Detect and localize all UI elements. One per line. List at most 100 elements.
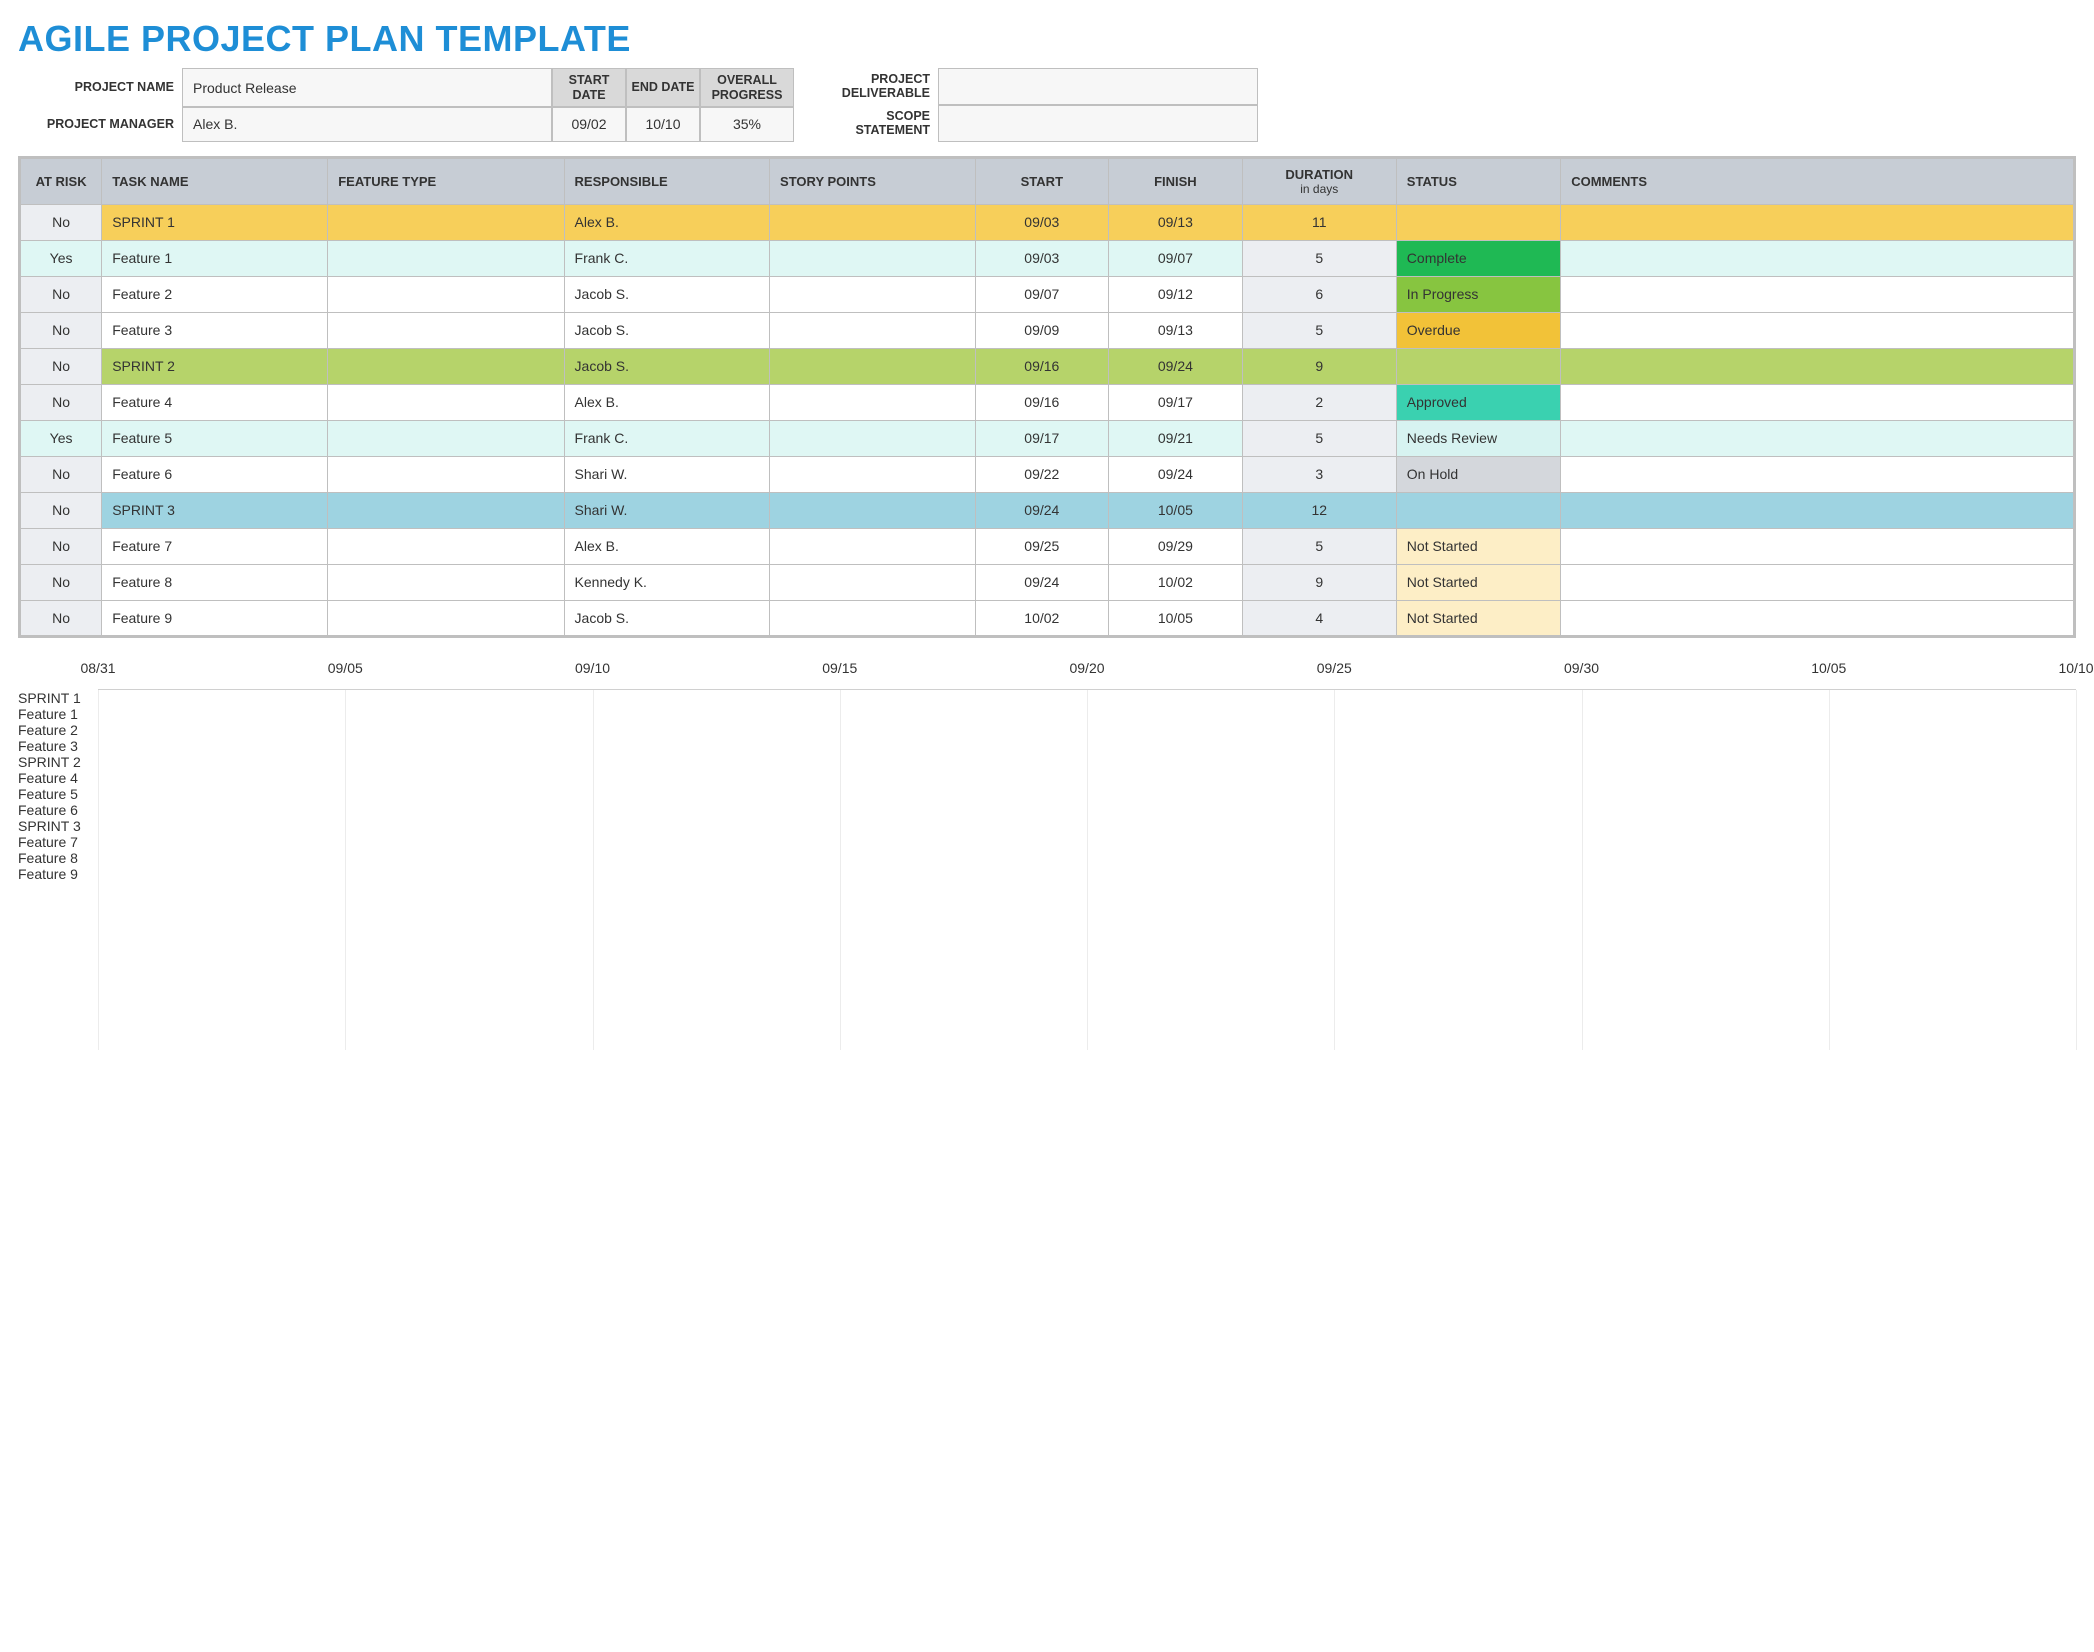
cell-story-points[interactable] — [770, 528, 976, 564]
cell-task-name[interactable]: Feature 7 — [102, 528, 328, 564]
cell-story-points[interactable] — [770, 204, 976, 240]
cell-duration[interactable]: 6 — [1242, 276, 1396, 312]
cell-finish[interactable]: 09/12 — [1109, 276, 1243, 312]
cell-feature-type[interactable] — [328, 240, 564, 276]
cell-story-points[interactable] — [770, 420, 976, 456]
cell-start[interactable]: 10/02 — [975, 600, 1109, 636]
cell-task-name[interactable]: SPRINT 2 — [102, 348, 328, 384]
cell-story-points[interactable] — [770, 564, 976, 600]
cell-status[interactable] — [1396, 492, 1560, 528]
cell-finish[interactable]: 10/02 — [1109, 564, 1243, 600]
cell-feature-type[interactable] — [328, 384, 564, 420]
cell-task-name[interactable]: Feature 4 — [102, 384, 328, 420]
cell-task-name[interactable]: Feature 2 — [102, 276, 328, 312]
task-row[interactable]: NoFeature 7Alex B.09/2509/295Not Started — [20, 528, 2075, 564]
cell-responsible[interactable]: Frank C. — [564, 240, 770, 276]
cell-comments[interactable] — [1561, 528, 2075, 564]
cell-finish[interactable]: 09/29 — [1109, 528, 1243, 564]
value-start-date[interactable]: 09/02 — [552, 107, 626, 141]
cell-at-risk[interactable]: No — [20, 564, 102, 600]
cell-start[interactable]: 09/17 — [975, 420, 1109, 456]
cell-task-name[interactable]: Feature 5 — [102, 420, 328, 456]
cell-comments[interactable] — [1561, 456, 2075, 492]
task-row[interactable]: NoFeature 3Jacob S.09/0909/135Overdue — [20, 312, 2075, 348]
cell-comments[interactable] — [1561, 420, 2075, 456]
cell-finish[interactable]: 10/05 — [1109, 492, 1243, 528]
cell-duration[interactable]: 2 — [1242, 384, 1396, 420]
cell-status[interactable] — [1396, 204, 1560, 240]
cell-feature-type[interactable] — [328, 204, 564, 240]
cell-duration[interactable]: 5 — [1242, 420, 1396, 456]
cell-status[interactable] — [1396, 348, 1560, 384]
task-row[interactable]: NoFeature 8 Kennedy K. 09/2410/029Not Star… — [20, 564, 2075, 600]
cell-comments[interactable] — [1561, 348, 2075, 384]
task-row[interactable]: NoFeature 2Jacob S.09/0709/126In Progres… — [20, 276, 2075, 312]
value-project-deliverable[interactable] — [938, 68, 1258, 105]
cell-duration[interactable]: 5 — [1242, 240, 1396, 276]
cell-responsible[interactable]: Jacob S. — [564, 276, 770, 312]
cell-duration[interactable]: 4 — [1242, 600, 1396, 636]
cell-duration[interactable]: 9 — [1242, 564, 1396, 600]
cell-feature-type[interactable] — [328, 600, 564, 636]
cell-comments[interactable] — [1561, 492, 2075, 528]
task-row[interactable]: YesFeature 5Frank C.09/1709/215Needs Rev… — [20, 420, 2075, 456]
cell-finish[interactable]: 09/17 — [1109, 384, 1243, 420]
cell-at-risk[interactable]: No — [20, 456, 102, 492]
cell-at-risk[interactable]: No — [20, 276, 102, 312]
cell-responsible[interactable]: Jacob S. — [564, 348, 770, 384]
sprint-row[interactable]: NoSPRINT 2Jacob S.09/1609/249 — [20, 348, 2075, 384]
cell-duration[interactable]: 5 — [1242, 528, 1396, 564]
cell-status[interactable]: Overdue — [1396, 312, 1560, 348]
cell-start[interactable]: 09/03 — [975, 204, 1109, 240]
cell-start[interactable]: 09/09 — [975, 312, 1109, 348]
task-row[interactable]: NoFeature 4 Alex B. 09/1609/172Approved — [20, 384, 2075, 420]
task-row[interactable]: NoFeature 6Shari W.09/2209/243On Hold — [20, 456, 2075, 492]
cell-task-name[interactable]: Feature 6 — [102, 456, 328, 492]
cell-responsible[interactable]: Kennedy K. — [564, 564, 770, 600]
cell-finish[interactable]: 09/13 — [1109, 204, 1243, 240]
cell-status[interactable]: Not Started — [1396, 564, 1560, 600]
cell-at-risk[interactable]: Yes — [20, 420, 102, 456]
cell-responsible[interactable]: Alex B. — [564, 384, 770, 420]
cell-at-risk[interactable]: No — [20, 384, 102, 420]
cell-responsible[interactable]: Shari W. — [564, 492, 770, 528]
cell-responsible[interactable]: Shari W. — [564, 456, 770, 492]
cell-start[interactable]: 09/16 — [975, 384, 1109, 420]
cell-task-name[interactable]: Feature 8 — [102, 564, 328, 600]
value-project-manager[interactable]: Alex B. — [182, 107, 552, 141]
cell-finish[interactable]: 09/07 — [1109, 240, 1243, 276]
cell-responsible[interactable]: Alex B. — [564, 204, 770, 240]
task-row[interactable]: NoFeature 9Jacob S.10/0210/054Not Starte… — [20, 600, 2075, 636]
cell-story-points[interactable] — [770, 384, 976, 420]
cell-start[interactable]: 09/22 — [975, 456, 1109, 492]
cell-at-risk[interactable]: No — [20, 600, 102, 636]
cell-feature-type[interactable] — [328, 564, 564, 600]
cell-start[interactable]: 09/24 — [975, 564, 1109, 600]
value-end-date[interactable]: 10/10 — [626, 107, 700, 141]
cell-at-risk[interactable]: Yes — [20, 240, 102, 276]
cell-task-name[interactable]: Feature 1 — [102, 240, 328, 276]
cell-start[interactable]: 09/16 — [975, 348, 1109, 384]
cell-task-name[interactable]: SPRINT 1 — [102, 204, 328, 240]
cell-status[interactable]: Not Started — [1396, 600, 1560, 636]
cell-at-risk[interactable]: No — [20, 312, 102, 348]
value-project-name[interactable]: Product Release — [182, 68, 552, 107]
cell-duration[interactable]: 5 — [1242, 312, 1396, 348]
cell-story-points[interactable] — [770, 600, 976, 636]
cell-comments[interactable] — [1561, 384, 2075, 420]
cell-story-points[interactable] — [770, 240, 976, 276]
cell-story-points[interactable] — [770, 312, 976, 348]
cell-finish[interactable]: 09/21 — [1109, 420, 1243, 456]
cell-start[interactable]: 09/25 — [975, 528, 1109, 564]
cell-status[interactable]: On Hold — [1396, 456, 1560, 492]
cell-comments[interactable] — [1561, 600, 2075, 636]
cell-comments[interactable] — [1561, 564, 2075, 600]
cell-story-points[interactable] — [770, 276, 976, 312]
cell-status[interactable]: Needs Review — [1396, 420, 1560, 456]
cell-comments[interactable] — [1561, 276, 2075, 312]
cell-at-risk[interactable]: No — [20, 348, 102, 384]
cell-start[interactable]: 09/03 — [975, 240, 1109, 276]
cell-at-risk[interactable]: No — [20, 492, 102, 528]
cell-start[interactable]: 09/07 — [975, 276, 1109, 312]
cell-status[interactable]: Approved — [1396, 384, 1560, 420]
